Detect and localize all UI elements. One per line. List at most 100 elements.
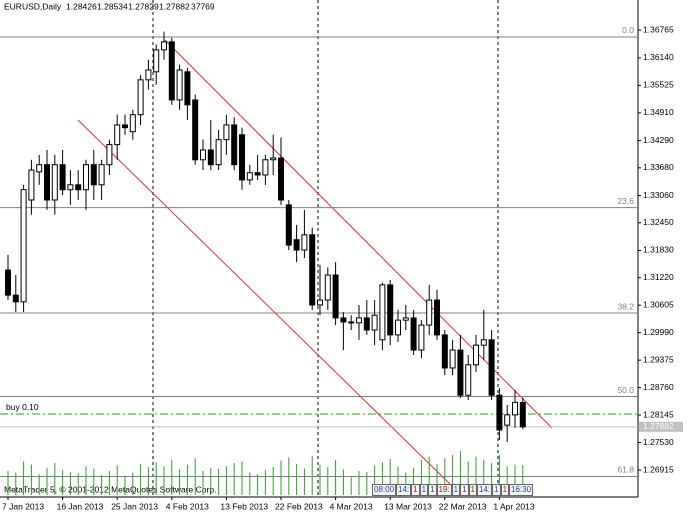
y-tick-label: 1.32450 [643, 217, 674, 227]
header-symbol: EURUSD,Daily [4, 1, 62, 11]
fibo-label: 0.0 [622, 25, 634, 35]
candle-body [449, 349, 456, 369]
order-label: buy 0.10 [6, 402, 39, 412]
candle-body [340, 317, 347, 323]
candle-body [324, 274, 331, 301]
toolbar-tab[interactable]: 1 [419, 484, 429, 496]
candle-body [371, 314, 378, 331]
candle-body [12, 294, 19, 303]
candle-body [129, 114, 136, 133]
y-tick-label: 1.28760 [643, 382, 674, 392]
candle-body [122, 124, 128, 129]
candle-body [356, 317, 362, 324]
candle-body [504, 414, 511, 426]
x-tick-label: 22 Feb 2013 [275, 501, 323, 511]
x-tick-label: 13 Mar 2013 [384, 501, 432, 511]
candle-body [410, 317, 417, 351]
candle-body [44, 164, 50, 201]
candle-body [75, 184, 82, 191]
y-tick-label: 1.34290 [643, 135, 674, 145]
toolbar-tab[interactable]: 1 [492, 484, 501, 496]
bid-label: 1.27882 [643, 421, 674, 431]
candle-body [223, 124, 230, 141]
y-tick-label: 1.31220 [643, 272, 674, 282]
candle-body [402, 317, 409, 321]
toolbar-tab[interactable]: 19: [436, 484, 452, 496]
candle-body [5, 269, 11, 296]
toolbar-tab[interactable]: 14: [477, 484, 493, 496]
header-open: 1.28426 [66, 1, 97, 11]
header-low: 1.27829 [128, 1, 159, 11]
candle-body [262, 159, 269, 176]
candle-body [36, 164, 43, 173]
header-volume: 37769 [191, 1, 215, 11]
candle-body [168, 41, 175, 101]
toolbar-tab[interactable]: 08:00 [372, 484, 397, 496]
toolbar-tab[interactable]: 1 [500, 484, 510, 496]
candle-body [457, 349, 464, 396]
fibo-label: 23.6 [617, 196, 634, 206]
toolbar: 08:00 14: 1 1 1 19: 1 1 1 14: 1 1 16:30 [372, 484, 534, 496]
toolbar-tab[interactable]: 1 [468, 484, 477, 496]
candle-body [293, 239, 300, 251]
copyright: MetaTrader 5, © 2001-2012 MetaQuotes Sof… [4, 484, 216, 494]
toolbar-tab[interactable]: 1 [451, 484, 461, 496]
candle-body [67, 184, 74, 191]
bid-box [639, 421, 683, 432]
candle-body [270, 157, 277, 161]
fibo-label: 61.8 [617, 465, 634, 475]
y-tick-label: 1.28145 [643, 409, 674, 419]
candle-body [379, 284, 386, 341]
toolbar-tab[interactable]: 16:30 [509, 484, 534, 496]
candle-body [20, 189, 27, 303]
candle-body [184, 71, 191, 106]
y-tick-label: 1.36765 [643, 24, 674, 34]
candle-body [278, 157, 284, 201]
candle-body [426, 299, 433, 326]
candle-body [363, 317, 370, 331]
candle-body [90, 164, 97, 186]
candle-body [28, 169, 35, 201]
candle-body [153, 49, 160, 73]
toolbar-tab[interactable]: 1 [411, 484, 420, 496]
x-tick-label: 13 Feb 2013 [220, 501, 268, 511]
y-tick-label: 1.27530 [643, 437, 674, 447]
header-close: 1.27882 [159, 1, 190, 11]
candle-body [239, 134, 245, 181]
candle-body [83, 164, 89, 191]
toolbar-tab[interactable]: 1 [460, 484, 469, 496]
candle-body [473, 344, 479, 366]
x-tick-label: 25 Jan 2013 [111, 501, 158, 511]
x-tick-label: 4 Feb 2013 [166, 501, 209, 511]
channel-line [164, 39, 553, 429]
candle-body [215, 139, 222, 166]
toolbar-tab[interactable]: 1 [428, 484, 437, 496]
candle-body [285, 204, 292, 246]
candle-body [231, 124, 238, 166]
y-tick-label: 1.33680 [643, 162, 674, 172]
candle-body [465, 364, 472, 396]
candle-body [512, 401, 518, 416]
toolbar-tab[interactable]: 14: [396, 484, 412, 496]
x-tick-label: 7 Jan 2013 [2, 501, 44, 511]
candle-body [317, 299, 323, 306]
candle-body [519, 402, 526, 428]
candle-body [207, 149, 214, 166]
x-tick-label: 16 Jan 2013 [57, 501, 104, 511]
x-tick-label: 22 Mar 2013 [439, 501, 487, 511]
candle-body [106, 144, 113, 166]
x-tick-label: 4 Mar 2013 [330, 501, 373, 511]
header-high: 1.28534 [97, 1, 128, 11]
y-tick-label: 1.33060 [643, 190, 674, 200]
candle-body [348, 321, 355, 324]
candle-body [98, 164, 105, 186]
candle-body [200, 149, 206, 161]
candle-body [114, 124, 121, 146]
candle-body [59, 164, 66, 191]
y-tick-label: 1.36140 [643, 52, 674, 62]
candle-body [480, 339, 487, 346]
candle-body [301, 234, 308, 251]
